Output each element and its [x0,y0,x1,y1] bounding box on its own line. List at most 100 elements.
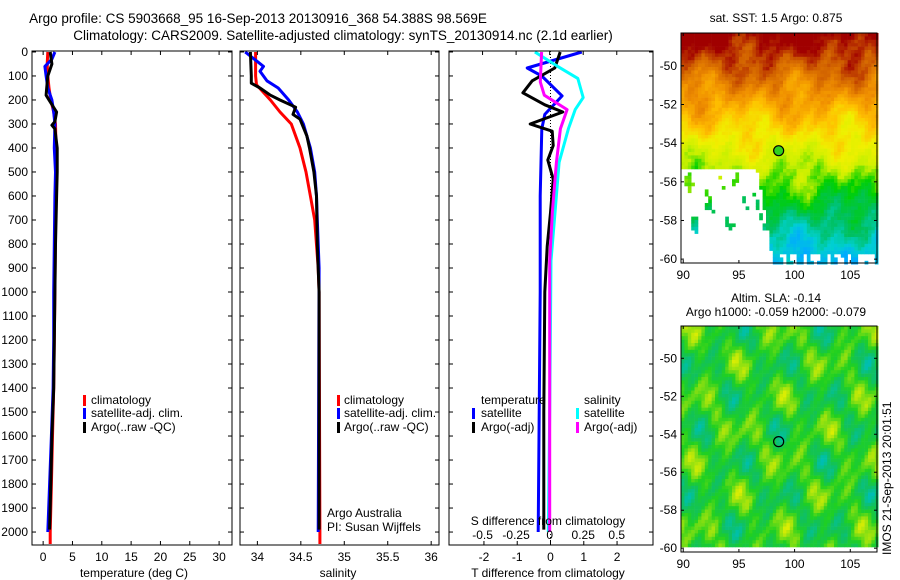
map-cell [759,360,763,364]
map-cell [759,33,763,37]
map-cell [803,176,807,180]
map-cell [729,91,733,95]
map-cell [820,118,824,122]
map-cell [837,189,841,193]
map-cell [790,230,794,234]
map-cell [715,67,719,71]
map-cell [817,108,821,112]
map-cell [749,408,753,412]
map-cell [701,138,705,142]
map-cell [814,408,818,412]
map-cell [797,360,801,364]
map-cell [814,152,818,156]
map-cell [769,357,773,361]
map-cell [868,244,872,248]
map-cell [681,346,685,350]
map-cell [848,135,852,139]
map-cell [814,333,818,337]
map-cell [871,125,875,129]
map-cell [871,74,875,78]
map-cell [854,397,858,401]
map-cell [800,343,804,347]
map-cell [817,98,821,102]
map-cell [793,210,797,214]
map-cell [851,220,855,224]
map-cell [793,360,797,364]
map-cell [746,60,750,64]
map-cell [803,234,807,238]
map-cell [712,149,716,153]
map-cell [824,132,828,136]
map-cell [858,172,862,176]
map-cell [793,363,797,367]
map-cell [803,326,807,330]
map-cell [793,196,797,200]
map-cell [793,350,797,354]
map-cell [807,77,811,81]
map-cell [820,50,824,54]
map-cell [681,149,685,153]
map-cell [708,401,712,405]
map-cell [684,353,688,357]
map-cell [715,387,719,391]
map-cell [868,367,872,371]
map-cell [793,70,797,74]
lon-tick-label: 95 [732,268,746,282]
map-cell [698,40,702,44]
map-cell [837,36,841,40]
map-cell [824,186,828,190]
map-cell [752,329,756,333]
map-cell [841,125,845,129]
map-cell [783,162,787,166]
map-cell [688,74,692,78]
map-cell [712,346,716,350]
map-cell [868,142,872,146]
map-cell [783,43,787,47]
map-cell [858,206,862,210]
map-cell [800,217,804,221]
map-cell [715,162,719,166]
map-cell [814,251,818,255]
map-cell [803,145,807,149]
map-cell [793,145,797,149]
map-cell [831,135,835,139]
map-cell [712,145,716,149]
map-cell [780,166,784,170]
map-cell [854,189,858,193]
map-cell [783,353,787,357]
map-cell [715,329,719,333]
map-cell [749,394,753,398]
map-cell [729,360,733,364]
map-cell [871,40,875,44]
map-cell [820,200,824,204]
map-cell [701,363,705,367]
map-cell [861,166,865,170]
map-cell [790,343,794,347]
map-cell [780,121,784,125]
map-cell [695,367,699,371]
map-cell [742,74,746,78]
map-cell [725,104,729,108]
map-cell [841,121,845,125]
map-cell [851,77,855,81]
map-cell [708,43,712,47]
map-cell [861,408,865,412]
map-cell [759,394,763,398]
map-cell [797,128,801,132]
map-cell [773,200,777,204]
map-cell [712,135,716,139]
map-cell [705,367,709,371]
map-cell [854,172,858,176]
map-cell [817,74,821,78]
y-tick-label: 400 [8,141,28,155]
map-cell [786,149,790,153]
map-cell [810,394,814,398]
map-cell [776,87,780,91]
map-cell [814,179,818,183]
map-cell [817,81,821,85]
map-cell [732,60,736,64]
map-cell [698,394,702,398]
map-cell [766,104,770,108]
map-cell [708,203,712,207]
map-cell [810,77,814,81]
